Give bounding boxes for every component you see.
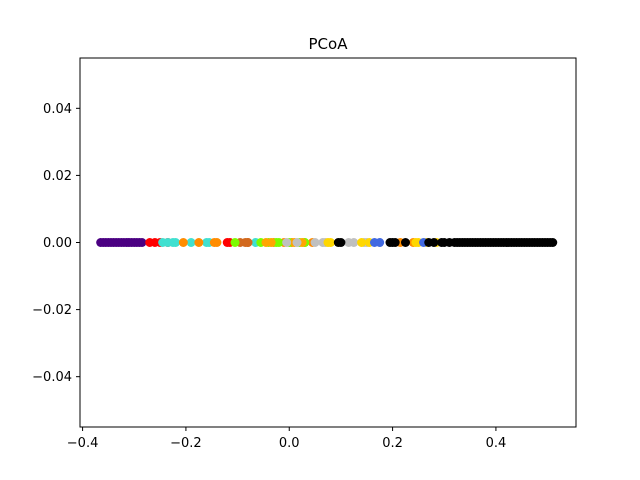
data-point [390,238,400,247]
data-point [171,238,181,247]
data-point [375,238,385,247]
data-point [282,238,292,247]
data-point [349,238,359,247]
data-point [336,238,346,247]
data-point [310,238,320,247]
y-axis-ticks: 0.04 0.02 0.00 −0.02 −0.04 [32,102,80,385]
scatter-points [96,238,558,247]
x-tick-label: 0.2 [382,436,403,451]
data-point [194,238,204,247]
y-tick-label: −0.04 [32,370,72,385]
data-point [357,238,367,247]
data-point [212,238,222,247]
x-tick-label: −0.2 [170,436,202,451]
data-point [243,238,253,247]
data-point [401,238,410,247]
data-point [137,238,147,247]
x-tick-label: 0.0 [279,436,300,451]
y-tick-label: 0.02 [43,169,72,184]
data-point [266,238,276,247]
y-tick-label: 0.04 [43,102,72,117]
chart-title: PCoA [309,35,349,53]
y-tick-label: 0.00 [43,236,72,251]
data-point [274,238,284,247]
data-point [326,238,336,247]
data-point [178,238,188,247]
data-point [186,238,196,247]
data-point [292,238,302,247]
y-tick-label: −0.02 [32,303,72,318]
plot-frame [79,57,577,428]
x-tick-label: 0.4 [486,436,507,451]
data-point [429,238,439,247]
data-point [230,238,240,247]
x-tick-label: −0.4 [67,436,99,451]
data-point [548,238,558,247]
x-axis-ticks: −0.4 −0.2 0.0 0.2 0.4 [67,427,506,451]
